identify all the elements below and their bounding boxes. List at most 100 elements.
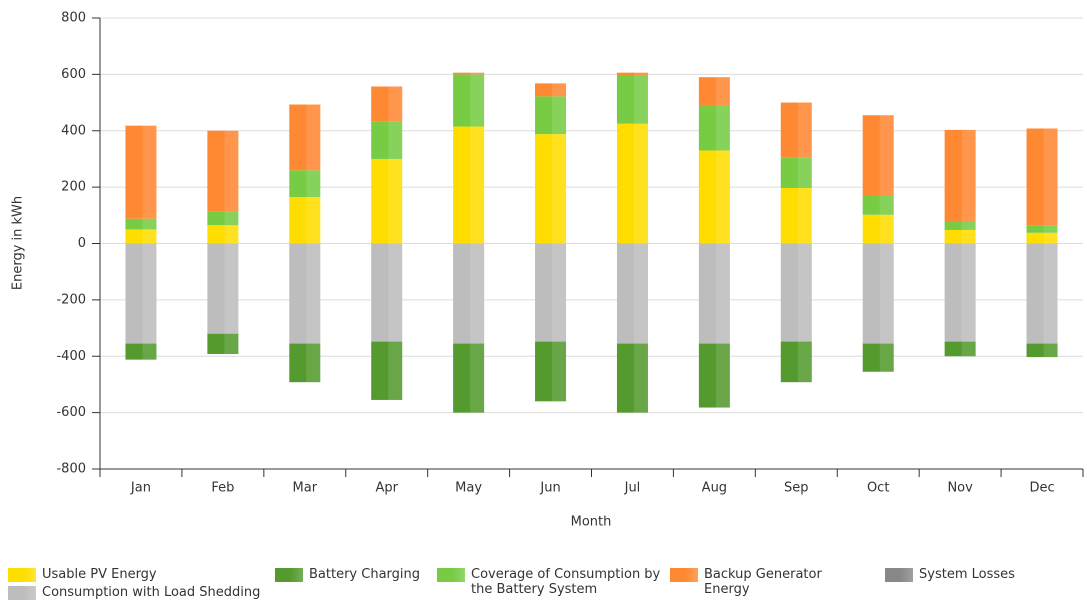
bar-shade [306, 343, 321, 383]
bar-shade [224, 243, 239, 334]
bar-segment [1026, 225, 1058, 233]
bar-shade [142, 243, 157, 344]
legend-item: System Losses [885, 567, 1015, 582]
bar-segment [371, 158, 403, 244]
y-axis-label: Energy in kWh [11, 196, 26, 290]
bar-shade [961, 221, 976, 230]
legend-item: Usable PV Energy [8, 567, 157, 582]
legend-label: System Losses [919, 567, 1015, 582]
bar-segment [535, 341, 567, 402]
bar-segment [616, 72, 648, 76]
bar-shade [1043, 128, 1058, 226]
bar-segment [371, 121, 403, 159]
bar-segment [207, 225, 239, 244]
x-tick-label: Feb [211, 481, 234, 496]
y-tick-label: -600 [56, 405, 86, 420]
bar-segment [371, 86, 403, 122]
bar-segment [698, 243, 730, 344]
bar-segment [371, 341, 403, 400]
bar-shade [470, 72, 485, 75]
bar-shade [470, 343, 485, 413]
bar-shade [552, 96, 567, 135]
bar-shade [797, 243, 812, 342]
bar-shade [306, 104, 321, 171]
bar-segment [698, 150, 730, 244]
bar-segment [862, 343, 894, 372]
bar-segment [453, 126, 485, 244]
bar-segment [1026, 128, 1058, 226]
legend-item: Consumption with Load Shedding [8, 585, 260, 600]
bar-segment [780, 187, 812, 244]
bar-shade [961, 229, 976, 244]
bar-segment [371, 243, 403, 342]
bar-segment [535, 96, 567, 135]
y-tick-label: 800 [61, 11, 86, 26]
legend-swatch [8, 568, 36, 582]
legend-label: Backup Generator Energy [704, 567, 822, 597]
bar-shade [715, 243, 730, 344]
y-tick-label: 0 [78, 236, 86, 251]
bar-segment [1026, 243, 1058, 344]
bar-shade [142, 343, 157, 360]
bar-segment [944, 243, 976, 342]
bar-segment [780, 157, 812, 188]
y-tick-label: 600 [61, 67, 86, 82]
bar-segment [862, 214, 894, 244]
y-tick-label: -200 [56, 292, 86, 307]
bar-segment [453, 74, 485, 127]
legend-item: Backup Generator Energy [670, 567, 870, 597]
bar-shade [1043, 343, 1058, 358]
bar-shade [797, 157, 812, 188]
bar-segment [698, 77, 730, 106]
bar-shade [1043, 243, 1058, 344]
chart: Energy in kWh Month -800 -600 -400 -200 0 200… [11, 11, 1084, 530]
x-axis-label: Month [571, 515, 612, 530]
bar-shade [715, 150, 730, 244]
bar-segment [289, 196, 321, 244]
bar-shade [715, 105, 730, 151]
x-tick-label: Sep [784, 481, 809, 496]
bar-shade [224, 333, 239, 354]
legend-label: Coverage of Consumption by the Battery S… [471, 567, 661, 597]
bar-shade [961, 341, 976, 357]
bar-segment [125, 343, 157, 360]
bar-shade [470, 74, 485, 127]
y-tick-label: -800 [56, 462, 86, 477]
bar-shade [470, 243, 485, 344]
bar-shade [961, 243, 976, 342]
bar-segment [535, 83, 567, 97]
bar-segment [780, 102, 812, 158]
bar-shade [879, 214, 894, 244]
bar-shade [552, 83, 567, 97]
bar-segment [289, 104, 321, 171]
bar-segment [207, 243, 239, 334]
legend-swatch [8, 586, 36, 600]
bar-segment [616, 123, 648, 244]
bar-segment [207, 130, 239, 212]
bar-segment [944, 129, 976, 222]
legend-swatch [670, 568, 698, 582]
bar-shade [388, 341, 403, 400]
bar-shade [306, 243, 321, 344]
y-tick-label: -400 [56, 349, 86, 364]
bar-shade [879, 115, 894, 196]
bar-segment [698, 343, 730, 408]
bar-segment [289, 243, 321, 344]
bar-segment [944, 341, 976, 357]
bar-shade [552, 243, 567, 342]
bar-segment [944, 229, 976, 244]
x-tick-label: Mar [293, 481, 318, 496]
bar-segment [535, 243, 567, 342]
bar-segment [944, 221, 976, 230]
bar-segment [207, 211, 239, 226]
bar-segment [125, 229, 157, 244]
y-tick-label: 400 [61, 123, 86, 138]
bar-shade [306, 196, 321, 244]
bar-shade [142, 125, 157, 219]
bar-shade [879, 243, 894, 344]
x-tick-label: May [455, 481, 482, 496]
bar-shade [552, 341, 567, 402]
bar-shade [224, 225, 239, 244]
bar-shade [797, 341, 812, 383]
